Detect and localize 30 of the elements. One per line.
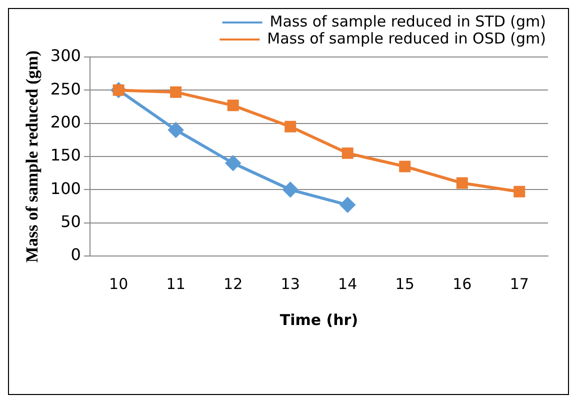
- x-axis-title: Time (hr): [280, 310, 358, 329]
- x-tick-label: 10: [109, 274, 128, 293]
- x-tick-label: 15: [395, 274, 414, 293]
- point: [168, 122, 184, 138]
- y-tick-label: 50: [60, 212, 81, 231]
- point: [456, 177, 468, 189]
- y-tick-label: 150: [50, 146, 81, 165]
- y-tick-label: 200: [50, 112, 81, 132]
- point: [227, 100, 239, 112]
- y-tick-label: 100: [50, 178, 81, 198]
- point: [342, 147, 354, 159]
- y-tick-label: 0: [70, 245, 81, 264]
- y-tick-label: 250: [50, 79, 81, 98]
- x-tick-label: 13: [280, 274, 300, 293]
- point: [226, 156, 241, 171]
- x-tick-label: 16: [452, 274, 472, 293]
- point: [282, 182, 298, 198]
- point: [340, 197, 356, 212]
- point: [170, 86, 182, 98]
- x-tick-label: 17: [510, 274, 529, 293]
- y-axis-title: Mass of sample reduced (gm): [22, 50, 42, 263]
- legend-label: Mass of sample reduced in STD (gm): [270, 12, 546, 30]
- y-tick-label: 300: [50, 46, 81, 66]
- point: [514, 186, 526, 198]
- point: [284, 120, 296, 132]
- point: [399, 160, 411, 172]
- x-tick-label: 14: [338, 274, 358, 293]
- legend-label: Mass of sample reduced in OSD (gm): [267, 29, 546, 48]
- x-tick-label: 12: [224, 274, 243, 293]
- x-tick-label: 11: [166, 274, 186, 293]
